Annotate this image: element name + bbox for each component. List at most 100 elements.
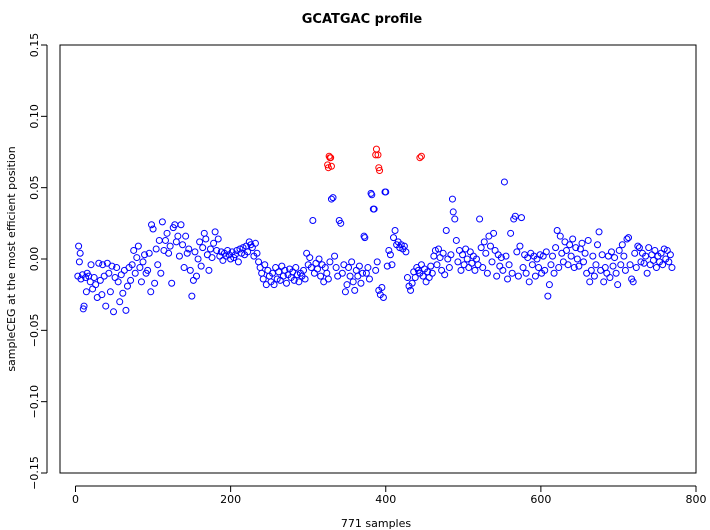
data-points	[74, 145, 676, 316]
data-point	[595, 228, 603, 236]
data-point	[110, 308, 118, 316]
data-point	[482, 249, 490, 257]
data-point	[466, 248, 474, 256]
data-point	[148, 221, 156, 229]
data-point	[438, 266, 446, 274]
data-point	[604, 252, 612, 260]
y-axis: −0.15 −0.10 −0.05 0.00 0.05 0.10 0.15	[28, 33, 48, 490]
data-point	[315, 255, 323, 263]
y-tick-label: 0.15	[28, 33, 41, 58]
data-point	[351, 286, 359, 294]
data-point	[618, 241, 626, 249]
data-point	[372, 266, 380, 274]
data-point	[625, 234, 633, 242]
data-point	[133, 254, 141, 262]
data-point	[632, 264, 640, 272]
data-point	[455, 246, 463, 254]
data-point	[567, 252, 575, 260]
data-point	[491, 246, 499, 254]
data-point	[117, 271, 125, 279]
data-point	[378, 284, 386, 292]
data-point	[609, 262, 617, 270]
data-point	[98, 291, 106, 299]
data-point	[193, 272, 201, 280]
data-point	[306, 254, 314, 262]
data-point	[130, 246, 138, 254]
data-point	[134, 242, 142, 250]
data-point	[425, 274, 433, 282]
data-point	[348, 258, 356, 266]
data-point	[258, 269, 266, 277]
data-point	[361, 234, 369, 242]
data-point	[131, 269, 139, 277]
data-point	[417, 152, 425, 160]
data-point	[272, 264, 280, 272]
data-point	[388, 261, 396, 269]
data-point	[451, 215, 459, 223]
data-point	[188, 292, 196, 300]
data-point	[631, 249, 639, 257]
data-point	[154, 261, 162, 269]
data-point	[191, 248, 199, 256]
x-tick-label: 200	[220, 493, 241, 506]
data-point	[123, 282, 131, 290]
data-point	[488, 258, 496, 266]
data-point	[196, 238, 204, 246]
y-tick-label: −0.15	[28, 456, 41, 490]
x-tick-label: 600	[530, 493, 551, 506]
data-point	[327, 162, 335, 170]
data-point	[206, 245, 214, 253]
data-point	[301, 275, 309, 283]
data-point	[300, 266, 308, 274]
data-point	[566, 241, 574, 249]
data-point	[550, 269, 558, 277]
data-point	[471, 266, 479, 274]
chart-title: GCATGAC profile	[302, 12, 423, 27]
data-point	[158, 218, 166, 226]
data-point	[324, 275, 332, 283]
data-point	[500, 178, 508, 186]
data-point	[200, 229, 208, 237]
data-point	[194, 255, 202, 263]
y-tick-label: −0.05	[28, 313, 41, 347]
data-point	[427, 262, 435, 270]
data-point	[346, 272, 354, 280]
data-point	[386, 251, 394, 259]
data-point	[516, 242, 524, 250]
data-point	[324, 161, 332, 169]
data-point	[368, 191, 376, 199]
data-point	[459, 251, 467, 259]
data-point	[545, 281, 553, 289]
data-point	[111, 274, 119, 282]
data-point	[183, 249, 191, 257]
data-point	[189, 276, 197, 284]
data-point	[332, 264, 340, 272]
data-point	[668, 264, 676, 272]
data-point	[179, 241, 187, 249]
data-point	[555, 264, 563, 272]
data-point	[483, 269, 491, 277]
data-point	[278, 262, 286, 270]
data-point	[213, 246, 221, 254]
data-point	[517, 214, 525, 222]
data-point	[645, 244, 653, 252]
data-point	[379, 294, 387, 302]
data-point	[502, 252, 510, 260]
data-point	[581, 249, 589, 257]
data-point	[172, 238, 180, 246]
data-point	[211, 228, 219, 236]
data-point	[507, 229, 515, 237]
data-point	[445, 264, 453, 272]
data-point	[282, 279, 290, 287]
data-point	[349, 278, 357, 286]
data-point	[513, 248, 521, 256]
y-axis-label: sampleCEG at the most efficient position	[5, 146, 18, 371]
data-point	[617, 261, 625, 269]
data-point	[270, 281, 278, 289]
data-point	[331, 252, 339, 260]
data-point	[75, 258, 83, 266]
data-point	[185, 245, 193, 253]
data-point	[307, 264, 315, 272]
data-point	[419, 272, 427, 280]
data-point	[390, 234, 398, 242]
